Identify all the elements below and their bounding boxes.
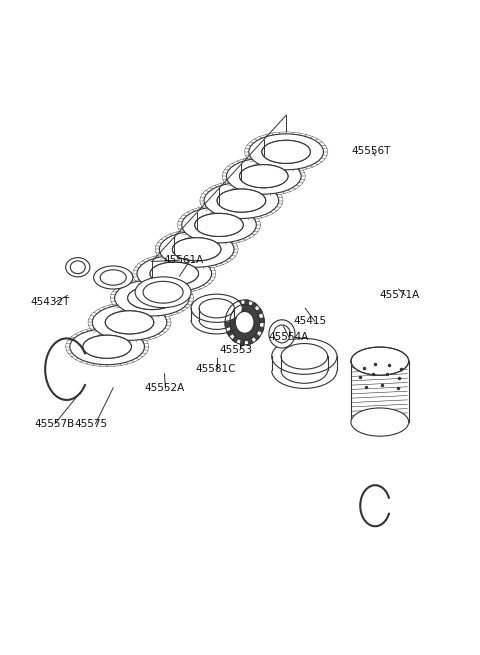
Ellipse shape: [88, 303, 171, 343]
Ellipse shape: [217, 189, 265, 212]
Ellipse shape: [128, 286, 176, 310]
Ellipse shape: [70, 329, 144, 365]
Ellipse shape: [182, 207, 256, 243]
Ellipse shape: [66, 257, 90, 277]
Ellipse shape: [83, 335, 132, 358]
Ellipse shape: [235, 312, 254, 333]
Ellipse shape: [115, 280, 189, 316]
Ellipse shape: [269, 320, 295, 348]
Polygon shape: [248, 339, 253, 345]
Text: 45557B: 45557B: [34, 419, 74, 428]
Ellipse shape: [274, 325, 290, 343]
Polygon shape: [259, 318, 264, 322]
Ellipse shape: [83, 335, 132, 358]
Polygon shape: [254, 334, 260, 340]
Text: 45556T: 45556T: [352, 146, 391, 156]
Polygon shape: [237, 301, 241, 306]
Ellipse shape: [128, 286, 176, 310]
Ellipse shape: [199, 299, 234, 318]
Text: 45561A: 45561A: [163, 255, 204, 265]
Ellipse shape: [105, 311, 154, 334]
Ellipse shape: [110, 278, 193, 318]
Polygon shape: [252, 303, 257, 309]
Ellipse shape: [92, 305, 167, 341]
Polygon shape: [227, 330, 233, 336]
Text: 45554A: 45554A: [268, 332, 308, 342]
Polygon shape: [245, 300, 249, 305]
Polygon shape: [229, 305, 235, 311]
Ellipse shape: [172, 238, 221, 261]
Polygon shape: [232, 337, 238, 343]
Text: 45581C: 45581C: [196, 364, 236, 374]
Ellipse shape: [351, 408, 409, 436]
Ellipse shape: [150, 262, 199, 285]
Text: 45575: 45575: [74, 419, 108, 428]
Text: 45571A: 45571A: [380, 290, 420, 301]
Ellipse shape: [71, 261, 85, 274]
Text: 45415: 45415: [294, 316, 327, 326]
Text: 45432T: 45432T: [30, 297, 70, 307]
Ellipse shape: [351, 347, 409, 375]
Ellipse shape: [227, 159, 301, 194]
Ellipse shape: [195, 214, 243, 236]
Ellipse shape: [150, 262, 199, 285]
Ellipse shape: [105, 311, 154, 334]
Ellipse shape: [143, 282, 183, 303]
Ellipse shape: [133, 253, 216, 293]
Ellipse shape: [195, 214, 243, 236]
Ellipse shape: [249, 134, 324, 170]
Ellipse shape: [222, 157, 305, 196]
Ellipse shape: [204, 183, 279, 219]
Ellipse shape: [66, 327, 149, 367]
Ellipse shape: [137, 255, 212, 291]
Ellipse shape: [172, 238, 221, 261]
Polygon shape: [225, 322, 230, 327]
Ellipse shape: [262, 140, 311, 163]
Ellipse shape: [281, 343, 328, 369]
Ellipse shape: [217, 189, 265, 212]
Ellipse shape: [230, 305, 260, 341]
Ellipse shape: [100, 270, 126, 285]
Polygon shape: [256, 309, 262, 314]
Ellipse shape: [159, 231, 234, 267]
Ellipse shape: [262, 140, 311, 163]
Ellipse shape: [191, 294, 242, 322]
Ellipse shape: [272, 339, 337, 374]
Ellipse shape: [135, 277, 191, 308]
Text: 45552A: 45552A: [144, 383, 185, 394]
Ellipse shape: [178, 205, 261, 245]
Ellipse shape: [240, 164, 288, 188]
Ellipse shape: [240, 164, 288, 188]
Ellipse shape: [245, 132, 328, 172]
Ellipse shape: [200, 181, 283, 221]
Text: 45553: 45553: [219, 345, 252, 355]
Polygon shape: [240, 340, 244, 345]
Ellipse shape: [155, 229, 238, 269]
Polygon shape: [258, 327, 264, 332]
Polygon shape: [226, 312, 231, 318]
Ellipse shape: [94, 266, 133, 289]
